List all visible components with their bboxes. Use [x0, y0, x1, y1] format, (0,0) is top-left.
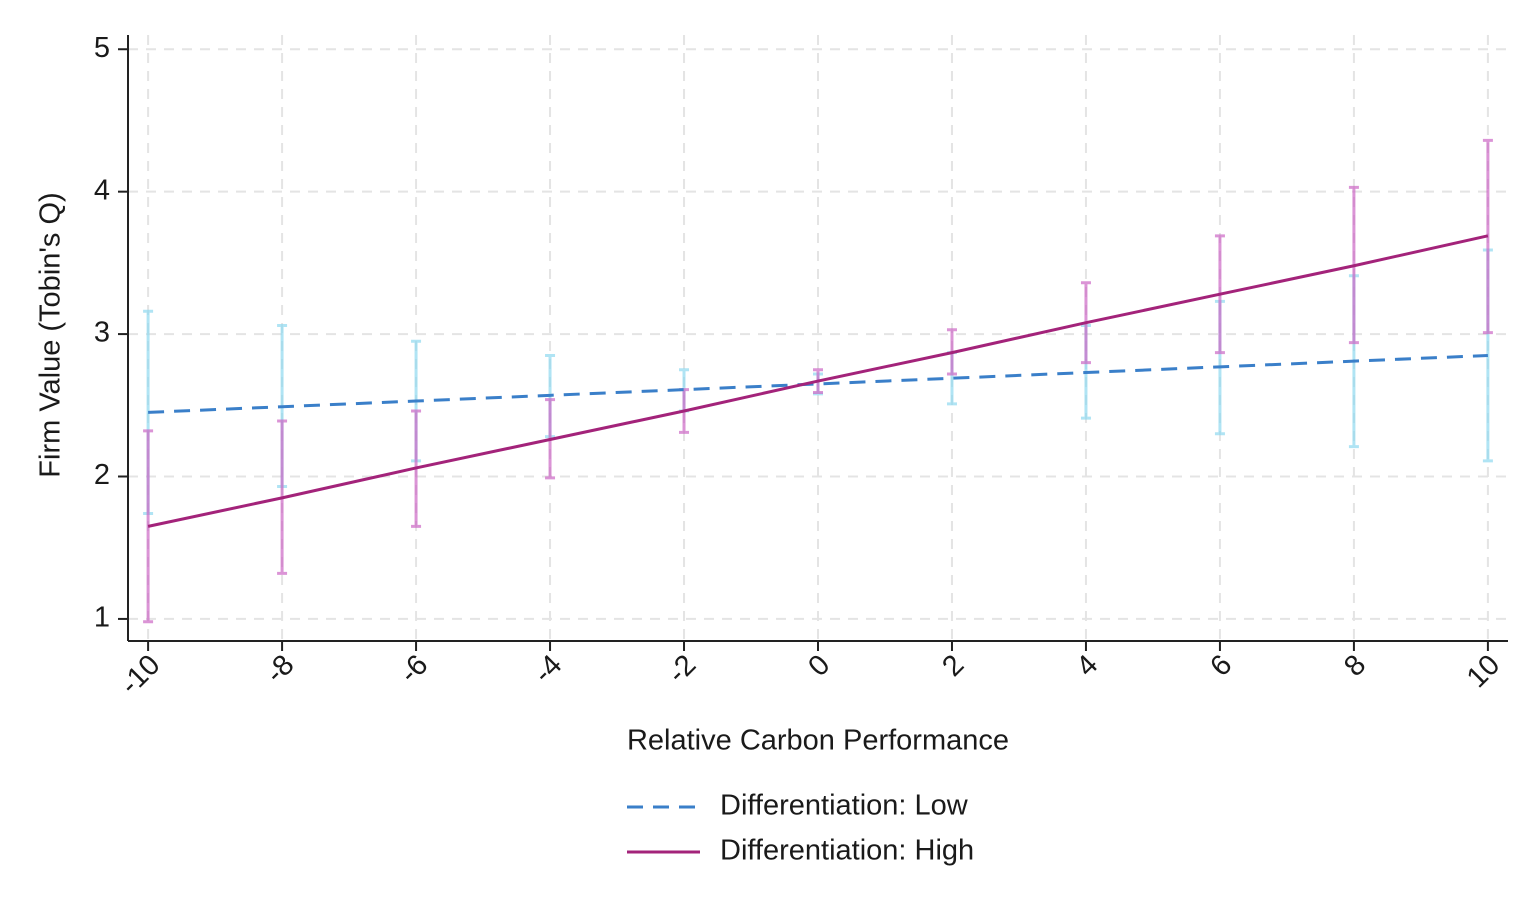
x-tick-label: 4: [1070, 649, 1104, 683]
x-tick-label: -10: [114, 649, 166, 701]
series-line: [148, 353, 1488, 414]
error-bar: [143, 429, 154, 624]
x-tick-label: -2: [662, 649, 703, 690]
y-tick-label: 2: [94, 459, 110, 491]
x-tick-label: -8: [260, 649, 301, 690]
x-tick-label: 2: [936, 649, 970, 683]
x-tick-label: -4: [528, 649, 569, 690]
y-tick-label: 5: [94, 32, 110, 64]
x-tick-label: -6: [394, 649, 435, 690]
legend-label: Differentiation: Low: [720, 790, 969, 822]
x-axis-label: Relative Carbon Performance: [627, 725, 1009, 757]
series-line: [147, 234, 1489, 528]
y-tick-label: 3: [94, 317, 110, 349]
x-tick-label: 8: [1338, 649, 1372, 683]
x-tick-label: 10: [1461, 649, 1506, 694]
y-tick-label: 1: [94, 602, 110, 634]
x-tick-label: 0: [802, 649, 836, 683]
y-tick-label: 4: [94, 174, 110, 206]
x-tick-label: 6: [1204, 649, 1238, 683]
y-axis-label: Firm Value (Tobin's Q): [35, 192, 67, 477]
legend-label: Differentiation: High: [720, 835, 974, 867]
